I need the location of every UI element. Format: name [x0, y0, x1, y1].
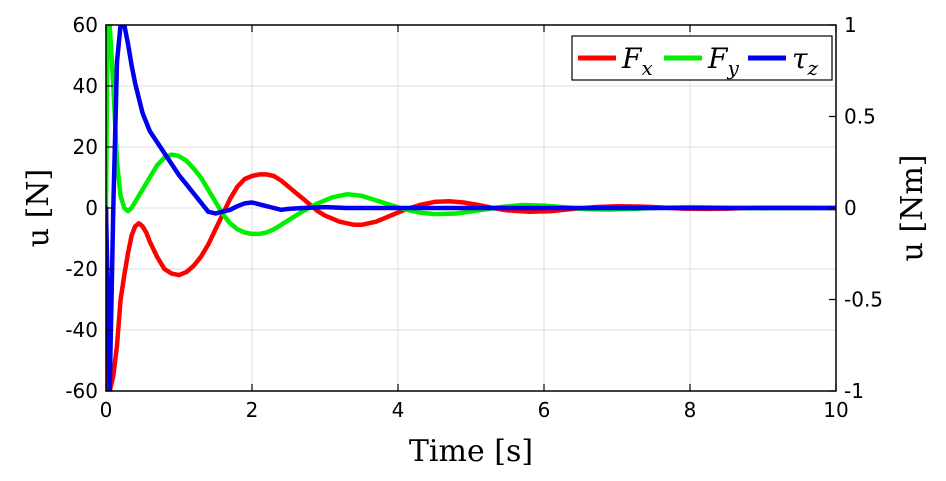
x-tick-label: 0	[100, 398, 113, 422]
y-left-tick-label: -60	[65, 379, 98, 403]
legend-label-subscript: x	[641, 56, 652, 80]
legend-label-f-x: Fx	[621, 42, 653, 80]
y-left-tick-label: 60	[73, 13, 98, 37]
tick-labels: 0 2 4 6 8 10 -60 -40 -20 0 20 40 60 -1 -0.5 0 0.5 1	[65, 13, 883, 422]
legend-label-main: F	[621, 42, 643, 75]
x-tick-label: 4	[392, 398, 405, 422]
y-right-tick-label: 0.5	[844, 105, 876, 129]
series-line-tau-z	[106, 25, 836, 391]
y-axis-right-label: u [Nm]	[895, 155, 930, 262]
y-right-tick-label: 0	[844, 196, 857, 220]
legend-label-tau-z: τz	[792, 42, 819, 80]
legend-label-subscript: z	[807, 56, 819, 80]
legend-label-main: F	[707, 42, 729, 75]
legend-label-main: τ	[792, 42, 808, 75]
y-left-tick-label: 20	[73, 135, 98, 159]
x-tick-label: 6	[538, 398, 551, 422]
legend: Fx Fy τz	[571, 35, 833, 81]
x-tick-label: 8	[684, 398, 697, 422]
tick-marks	[105, 24, 837, 392]
x-tick-label: 10	[823, 398, 848, 422]
x-tick-label: 2	[246, 398, 259, 422]
x-axis-label: Time [s]	[409, 434, 533, 469]
legend-label-f-y: Fy	[707, 42, 739, 80]
series-lines	[106, 25, 836, 391]
y-left-tick-label: -40	[65, 318, 98, 342]
y-right-tick-label: -0.5	[844, 288, 883, 312]
y-axis-left-label: u [N]	[21, 169, 56, 248]
legend-label-subscript: y	[726, 56, 739, 80]
y-right-tick-label: -1	[844, 379, 864, 403]
y-left-tick-label: 40	[73, 74, 98, 98]
y-left-tick-label: 0	[85, 196, 98, 220]
y-right-tick-label: 1	[844, 13, 857, 37]
y-left-tick-label: -20	[65, 257, 98, 281]
